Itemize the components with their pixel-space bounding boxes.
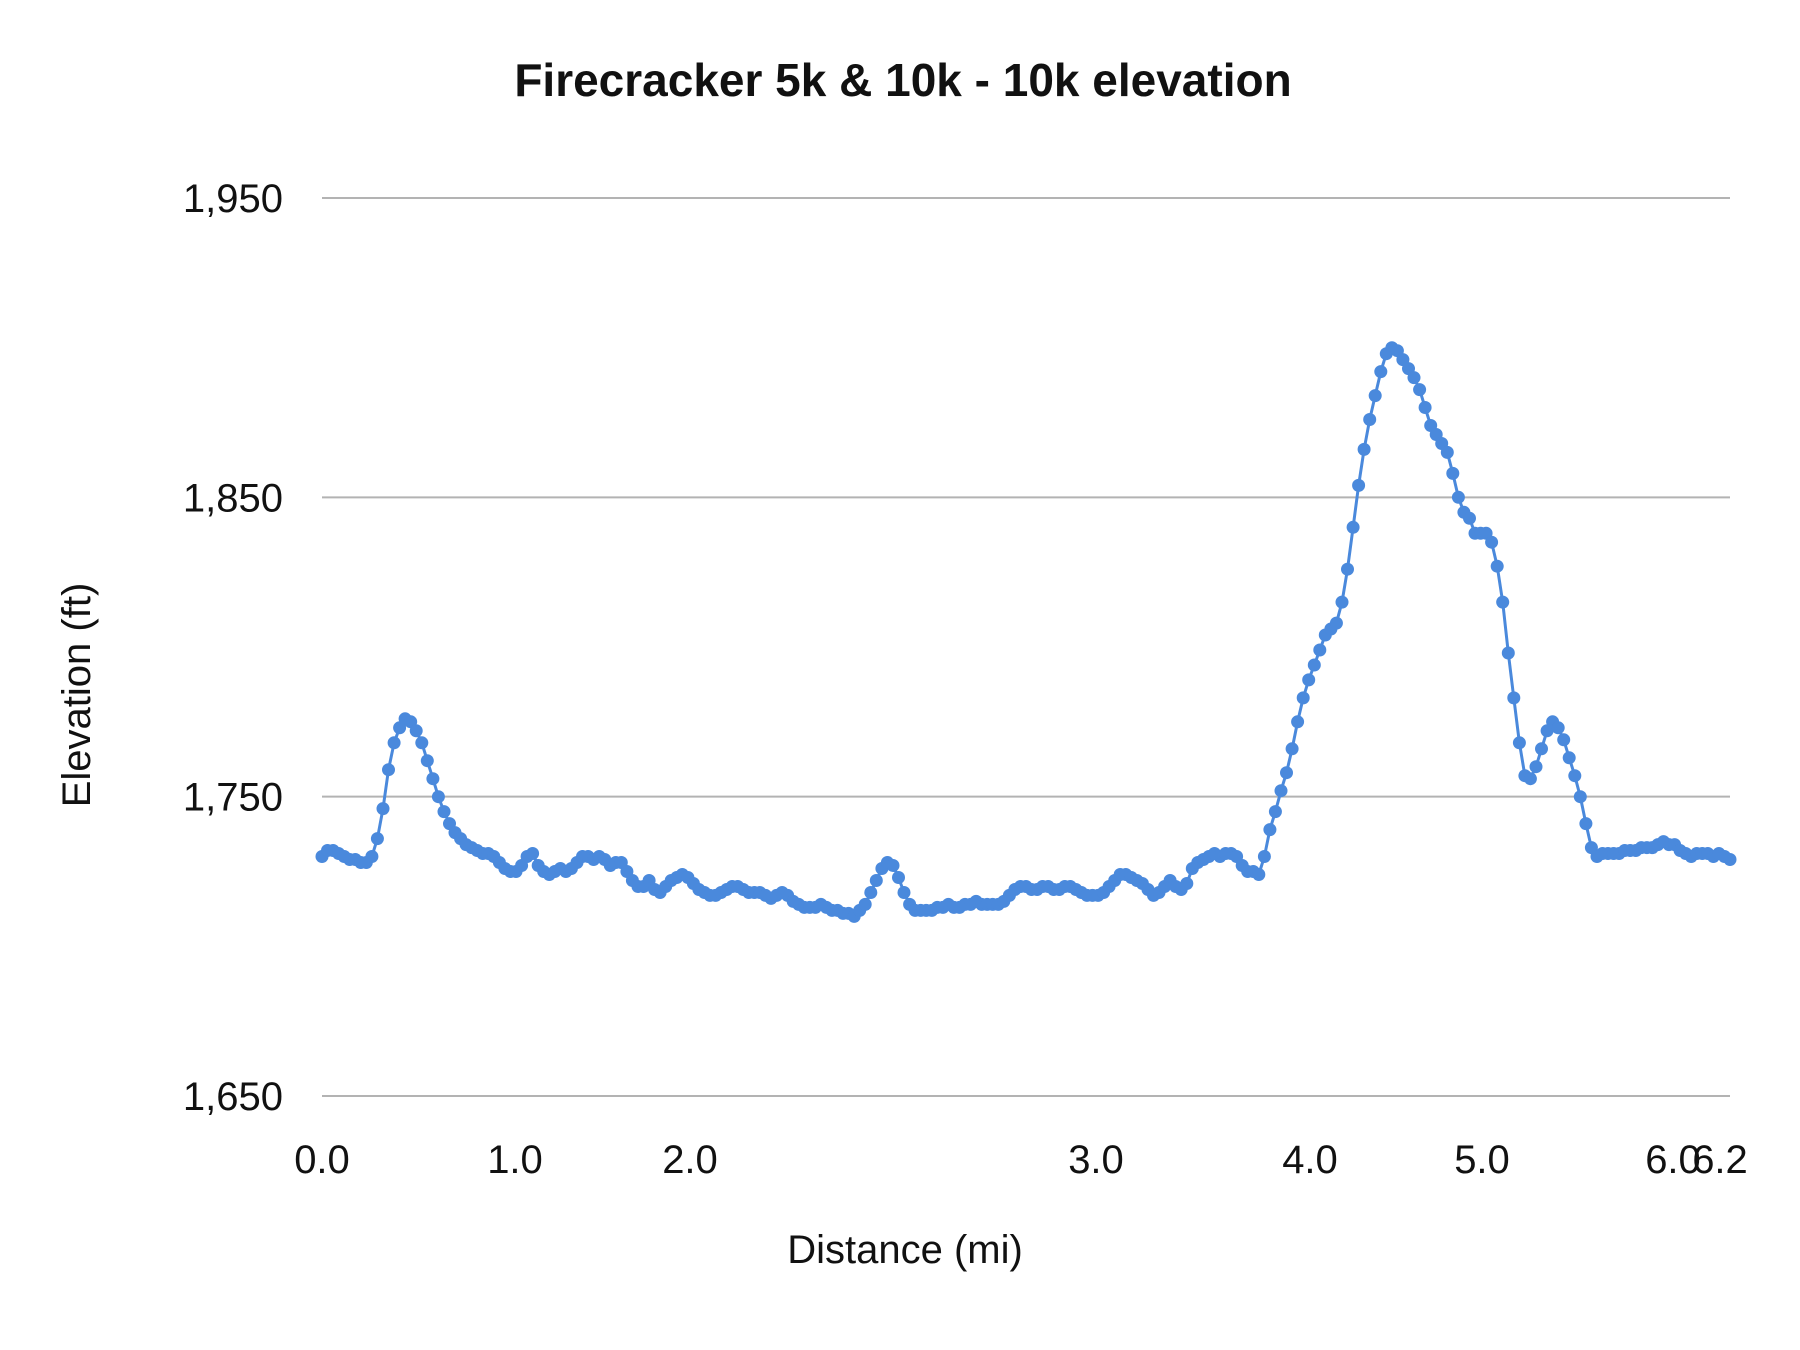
data-point bbox=[420, 754, 434, 768]
data-point bbox=[897, 886, 911, 899]
data-point bbox=[1274, 784, 1288, 798]
y-tick-label: 1,850 bbox=[183, 476, 283, 520]
data-point bbox=[1357, 442, 1371, 456]
data-point bbox=[1568, 769, 1582, 783]
data-point bbox=[370, 832, 384, 846]
data-point bbox=[1257, 850, 1271, 863]
data-point bbox=[869, 874, 883, 887]
data-point bbox=[1335, 595, 1349, 609]
gridlines bbox=[322, 197, 1730, 1097]
data-point bbox=[1562, 751, 1576, 765]
data-point bbox=[1485, 535, 1499, 549]
data-point bbox=[1291, 715, 1305, 729]
data-point bbox=[858, 897, 872, 911]
data-point bbox=[1535, 742, 1548, 756]
data-point bbox=[892, 871, 905, 884]
data-point bbox=[1463, 511, 1476, 525]
data-point bbox=[1440, 445, 1454, 459]
data-point bbox=[1501, 646, 1515, 660]
x-tick-label: 2.0 bbox=[662, 1138, 718, 1182]
data-point bbox=[1551, 721, 1565, 735]
data-point bbox=[387, 736, 401, 750]
x-tick-label: 6.0 bbox=[1645, 1138, 1701, 1182]
data-point bbox=[1446, 466, 1460, 480]
data-point bbox=[1557, 733, 1571, 747]
data-point bbox=[1268, 805, 1282, 819]
data-point bbox=[1307, 658, 1321, 672]
data-point bbox=[1490, 559, 1504, 573]
data-point bbox=[1723, 853, 1737, 866]
x-tick-label: 4.0 bbox=[1282, 1138, 1338, 1182]
data-point bbox=[886, 859, 900, 872]
chart-title: Firecracker 5k & 10k - 10k elevation bbox=[514, 54, 1291, 106]
y-axis-ticks: 1,650 1,750 1,850 1,950 bbox=[183, 177, 283, 1119]
x-axis-label: Distance (mi) bbox=[787, 1228, 1023, 1272]
data-point bbox=[1296, 691, 1310, 705]
data-point bbox=[1263, 823, 1277, 837]
x-tick-label: 6.2 bbox=[1692, 1138, 1748, 1182]
x-tick-label: 5.0 bbox=[1454, 1138, 1510, 1182]
data-point bbox=[1329, 616, 1343, 630]
data-point bbox=[1418, 401, 1432, 414]
data-point bbox=[1523, 772, 1537, 786]
series-line bbox=[320, 346, 1731, 918]
x-tick-label: 0.0 bbox=[294, 1138, 350, 1182]
data-point bbox=[382, 763, 395, 777]
data-point bbox=[1313, 643, 1327, 657]
data-point bbox=[376, 802, 390, 816]
x-tick-label: 1.0 bbox=[487, 1138, 543, 1182]
data-point bbox=[1341, 562, 1354, 576]
data-point bbox=[1302, 673, 1316, 687]
y-axis-label: Elevation (ft) bbox=[55, 583, 99, 808]
x-axis-ticks: 0.0 1.0 2.0 3.0 4.0 5.0 6.06.2 bbox=[294, 1138, 1748, 1182]
data-point bbox=[1413, 383, 1427, 397]
data-point bbox=[1496, 595, 1510, 609]
data-point bbox=[1285, 742, 1299, 756]
data-point bbox=[1368, 389, 1382, 403]
data-point bbox=[437, 805, 451, 819]
data-point bbox=[1407, 371, 1421, 385]
data-point bbox=[1451, 490, 1465, 504]
y-tick-label: 1,750 bbox=[183, 776, 283, 820]
data-point bbox=[1512, 736, 1526, 750]
series-elevation bbox=[315, 341, 1737, 923]
data-point bbox=[1507, 691, 1521, 705]
data-point bbox=[365, 850, 379, 863]
data-point bbox=[426, 772, 440, 786]
data-point bbox=[415, 736, 429, 750]
data-point bbox=[431, 790, 445, 804]
data-point bbox=[1280, 766, 1293, 780]
data-point bbox=[1374, 365, 1388, 379]
data-point bbox=[1529, 760, 1543, 774]
data-point bbox=[409, 724, 423, 738]
data-point bbox=[1363, 413, 1377, 426]
data-point bbox=[526, 847, 540, 860]
x-tick-label: 3.0 bbox=[1068, 1138, 1124, 1182]
data-point bbox=[864, 886, 878, 899]
data-point bbox=[1346, 520, 1360, 534]
y-tick-label: 1,650 bbox=[183, 1075, 283, 1119]
data-point bbox=[1252, 868, 1266, 881]
data-point bbox=[1180, 877, 1194, 890]
y-tick-label: 1,950 bbox=[183, 177, 283, 221]
data-point bbox=[1579, 817, 1593, 831]
data-point bbox=[1352, 478, 1366, 492]
data-point bbox=[1573, 790, 1587, 804]
